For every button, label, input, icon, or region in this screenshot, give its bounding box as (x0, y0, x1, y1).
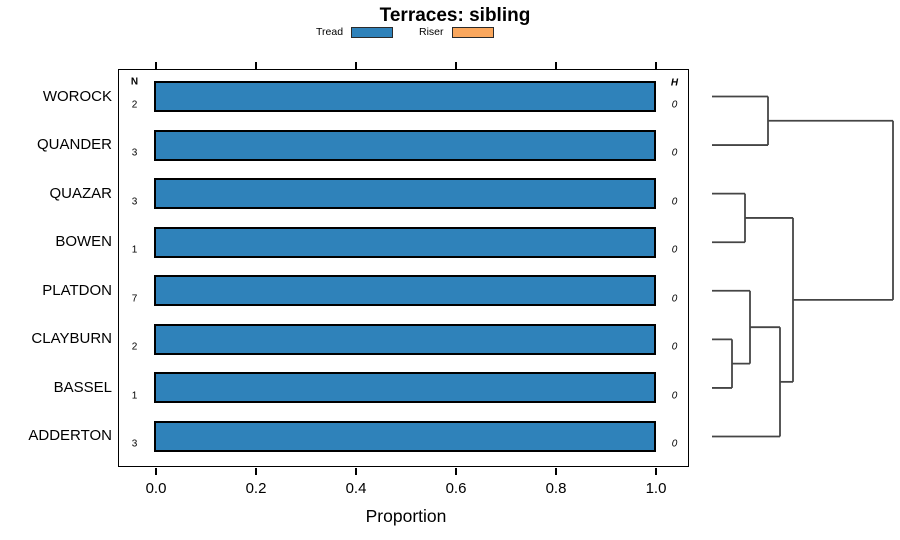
chart-title: Terraces: sibling (379, 5, 531, 26)
x-tick-label-0.4: 0.4 (345, 480, 367, 497)
category-label-bowen: BOWEN (55, 233, 112, 251)
bar-tread-bowen (154, 226, 656, 258)
legend-label-riser: Riser (419, 26, 444, 38)
x-tick-label-0.6: 0.6 (445, 480, 467, 497)
bottom-tick-0.4 (355, 468, 357, 475)
category-label-clayburn: CLAYBURN (31, 330, 112, 348)
h-value-bassel: 0 (671, 390, 678, 402)
bar-tread-platdon (154, 275, 656, 307)
top-tick-0.4 (355, 62, 357, 69)
bar-tread-adderton (154, 420, 656, 452)
n-value-clayburn: 2 (131, 341, 138, 353)
category-label-bassel: BASSEL (53, 378, 112, 396)
h-value-adderton: 0 (671, 438, 678, 450)
category-label-quander: QUANDER (36, 136, 112, 154)
bottom-tick-1.0 (655, 468, 657, 475)
top-tick-0.2 (255, 62, 257, 69)
n-value-bassel: 1 (131, 390, 138, 402)
x-tick-label-1.0: 1.0 (645, 480, 667, 497)
legend-swatch-riser (451, 27, 494, 38)
bottom-tick-0.2 (255, 468, 257, 475)
n-value-worock: 2 (131, 99, 138, 110)
top-tick-0.0 (155, 62, 157, 69)
bar-tread-quander (154, 129, 656, 161)
legend-swatch-tread (350, 27, 393, 38)
h-value-bowen: 0 (671, 244, 678, 256)
top-tick-1.0 (655, 62, 657, 69)
h-value-worock: 0 (671, 99, 678, 110)
n-value-adderton: 3 (131, 438, 138, 450)
category-label-platdon: PLATDON (42, 281, 112, 299)
legend-label-tread: Tread (316, 26, 344, 38)
x-tick-label-0.2: 0.2 (245, 480, 267, 497)
h-value-platdon: 0 (671, 293, 678, 305)
bar-tread-quazar (154, 178, 656, 210)
bar-tread-bassel (154, 372, 656, 404)
top-tick-0.6 (455, 62, 457, 69)
n-value-platdon: 7 (131, 293, 138, 305)
category-label-quazar: QUAZAR (49, 184, 112, 202)
x-tick-label-0.8: 0.8 (545, 480, 567, 497)
n-value-quander: 3 (131, 147, 138, 159)
h-value-clayburn: 0 (671, 341, 678, 353)
h-value-quazar: 0 (671, 196, 678, 208)
h-value-quander: 0 (671, 147, 678, 159)
category-label-worock: WOROCK (42, 87, 112, 105)
bottom-tick-0.8 (555, 468, 557, 475)
n-column-header: N (130, 76, 139, 88)
top-tick-0.8 (555, 62, 557, 69)
x-axis-title: Proportion (365, 506, 447, 526)
n-value-bowen: 1 (131, 244, 138, 256)
bottom-tick-0.0 (155, 468, 157, 475)
x-tick-label-0.0: 0.0 (145, 480, 167, 497)
bar-tread-clayburn (154, 323, 656, 355)
bottom-tick-0.6 (455, 468, 457, 475)
h-column-header: H (670, 77, 679, 89)
category-label-adderton: ADDERTON (28, 427, 112, 445)
bar-tread-worock (154, 81, 656, 112)
n-value-quazar: 3 (131, 196, 138, 208)
